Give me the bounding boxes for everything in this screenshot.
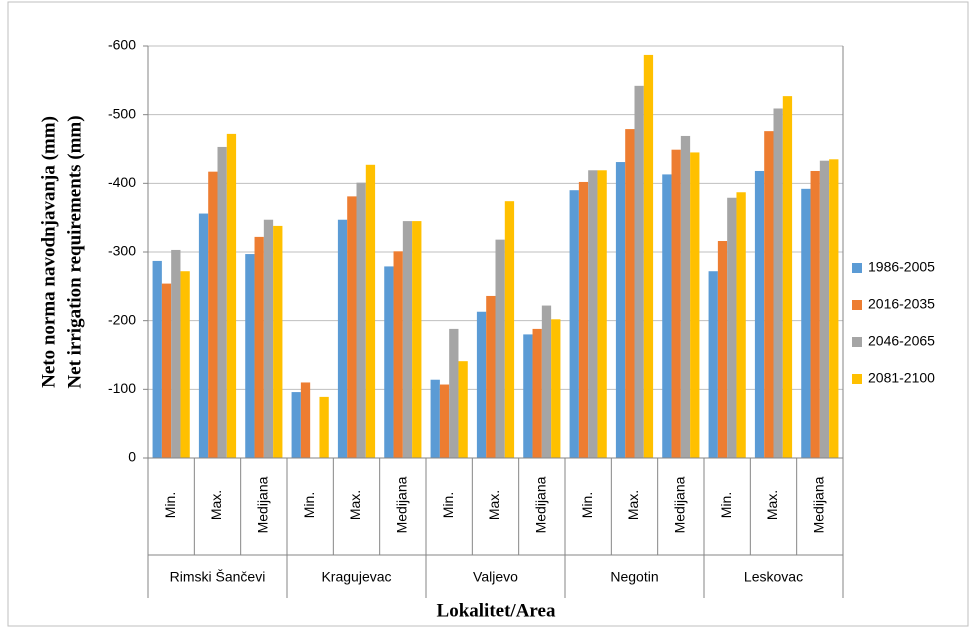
x-tick-label: Medijana [394, 476, 410, 533]
bar [393, 251, 403, 458]
x-tick-label: Min. [579, 492, 595, 518]
bar [662, 174, 672, 458]
bar [198, 213, 209, 458]
bar [764, 131, 774, 458]
bar [532, 328, 542, 458]
bar [819, 160, 830, 458]
bar [551, 319, 561, 458]
bar [495, 239, 505, 458]
bar [615, 162, 626, 458]
bar [291, 392, 301, 458]
bar [356, 182, 366, 458]
bar [161, 283, 172, 458]
bar [458, 361, 468, 458]
x-tick-label: Medijana [672, 476, 688, 533]
x-tick-label: Min. [162, 492, 178, 518]
bar [226, 133, 237, 459]
bar [625, 129, 635, 458]
legend-label: 2081-2100 [868, 370, 935, 386]
x-tick-label: Medijana [811, 476, 827, 533]
y-tick-label: -400 [108, 174, 136, 190]
bar [736, 192, 746, 458]
bar [541, 305, 552, 458]
legend-label: 2046-2065 [868, 333, 935, 349]
legend-swatch [852, 300, 862, 310]
bar [578, 181, 589, 458]
group-label: Leskovac [744, 569, 803, 585]
bar [365, 164, 376, 458]
group-label: Kragujevac [321, 569, 391, 585]
bar [347, 196, 357, 458]
bar [504, 201, 515, 459]
y-tick-label: -500 [108, 105, 136, 121]
chart-frame [7, 1, 969, 627]
legend-swatch [852, 337, 862, 347]
bar [171, 249, 181, 458]
bar [569, 190, 579, 458]
x-tick-label: Min. [440, 492, 456, 518]
x-tick-label: Min. [301, 492, 317, 518]
bar [727, 197, 737, 458]
y-tick-label: -600 [108, 37, 136, 53]
bar [384, 266, 394, 458]
y-tick-label: -300 [108, 243, 136, 259]
bar [254, 236, 264, 458]
legend-swatch [852, 263, 862, 273]
legend-swatch [852, 374, 862, 384]
x-axis-title: Lokalitet/Area [437, 600, 556, 621]
bar [782, 96, 793, 459]
bar [671, 149, 681, 459]
x-tick-label: Medijana [533, 476, 549, 533]
x-tick-label: Medijana [255, 476, 271, 533]
y-tick-label: -100 [108, 380, 136, 396]
bar [634, 85, 644, 459]
bar [708, 271, 718, 458]
legend-label: 2016-2035 [868, 296, 935, 312]
group-label: Negotin [610, 569, 658, 585]
bar [208, 171, 218, 458]
x-tick-label: Max. [486, 490, 502, 520]
bar [680, 135, 691, 458]
bar [486, 295, 496, 458]
group-label: Rimski Šančevi [170, 569, 266, 585]
bar [801, 188, 811, 458]
x-tick-label: Max. [625, 490, 641, 520]
bar [430, 379, 440, 458]
y-tick-label: -200 [108, 311, 136, 327]
bar [690, 152, 700, 458]
bar [810, 170, 820, 458]
x-tick-label: Min. [718, 492, 734, 518]
y-axis-title: Neto norma navodnjavanja (mm) [38, 116, 59, 388]
bar [597, 170, 607, 458]
x-tick-label: Max. [208, 490, 224, 520]
bar [245, 254, 255, 458]
bar [717, 241, 728, 458]
bar [412, 221, 422, 458]
x-tick-label: Max. [347, 490, 363, 520]
legend-label: 1986-2005 [868, 259, 935, 275]
bar [273, 225, 283, 458]
bar [263, 219, 274, 458]
bar [217, 146, 227, 458]
bar [754, 170, 765, 458]
bar [439, 384, 450, 458]
bar [829, 159, 839, 459]
bar [588, 170, 598, 458]
bar [476, 311, 487, 458]
group-label: Valjevo [473, 569, 518, 585]
bar [773, 108, 783, 458]
bar [643, 54, 654, 458]
bar [523, 334, 533, 458]
bar [337, 219, 348, 458]
bar [402, 221, 413, 458]
bar [152, 260, 162, 458]
bar [449, 328, 459, 458]
bar [180, 271, 190, 458]
bar [300, 382, 311, 458]
y-axis-title: Net irrigation requirements (mm) [64, 115, 85, 388]
bar [319, 396, 329, 458]
y-tick-label: 0 [128, 449, 136, 465]
x-tick-label: Max. [764, 490, 780, 520]
